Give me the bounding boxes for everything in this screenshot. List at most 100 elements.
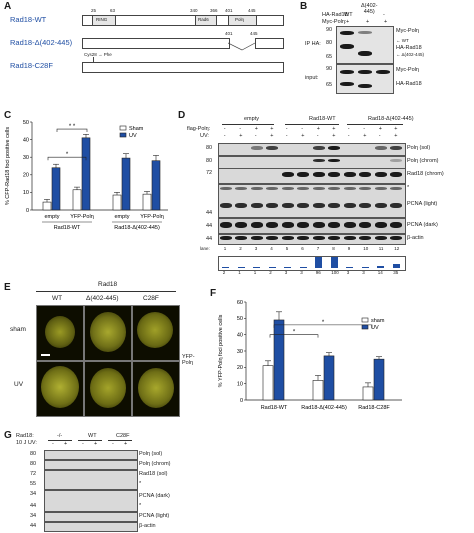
panel-d-label: D [178, 110, 186, 121]
c-ytick-label-5: 50 [23, 120, 29, 126]
d-lane-9: 10 [363, 246, 369, 251]
d-band-actin-0 [219, 236, 232, 240]
d-band-star-0 [219, 187, 232, 190]
d-flag-4: - [285, 126, 288, 132]
c-sig-1: * * [69, 124, 76, 130]
micrograph-c28f-sham [132, 305, 180, 361]
c28f-mutation: Cys28 → Phe [84, 52, 112, 57]
b-row-myc: Myc-Polη: [322, 19, 347, 25]
f-xtick-0: Rad18-WT [261, 405, 288, 411]
f-ytick-label-1: 10 [237, 381, 243, 387]
f-legend-label-1: UV [371, 325, 379, 331]
c-ytick-label-0: 0 [26, 208, 29, 214]
g-group-line-3 [108, 440, 132, 441]
d-band-actin: β-actin [407, 235, 424, 241]
b-arrow-wt: ← WT [396, 38, 409, 43]
d-band-actin-10 [374, 236, 387, 240]
d-band-rad18-10 [374, 172, 387, 177]
d-band-pcna-light-7 [328, 203, 341, 208]
d-lane-8: 9 [347, 246, 351, 251]
d-band-star-5 [297, 187, 310, 190]
construct-c28f-bar [82, 62, 284, 73]
d-quant-bar-6 [315, 257, 323, 268]
d-mk-44b: 44 [206, 223, 213, 229]
d-band-rad18-5 [297, 172, 310, 177]
d-flag-3: + [270, 126, 274, 132]
d-band-pcna-dark-5 [297, 222, 310, 228]
d-band-pol-chrom-11 [390, 159, 403, 162]
d-band-pcna-dark-6 [312, 222, 325, 228]
ring-label: RING [96, 16, 108, 22]
d-band-pcna-light-11 [390, 203, 403, 208]
b-mk-65a: 65 [326, 54, 333, 60]
d-uv-11: + [394, 133, 398, 139]
panel-b-label: B [300, 1, 308, 12]
f-bar-0-1 [312, 380, 324, 401]
g-group-wt: WT [88, 433, 97, 439]
g-uv-2: + [64, 441, 68, 447]
g-group-line-1 [48, 440, 72, 441]
c-xtick-0: empty [45, 214, 60, 220]
del-pos-445: 445 [250, 31, 258, 36]
d-quant-5: 3 [300, 270, 303, 275]
d-lane-3: 4 [270, 246, 273, 251]
g-mk-80a: 80 [30, 451, 37, 457]
b-blot-input [336, 64, 394, 94]
f-ytick-label-0: 0 [240, 398, 243, 404]
d-band-pcna-dark-11 [390, 222, 403, 228]
d-band-pcna-light-2 [250, 203, 263, 208]
d-band-rad18: Rad18 (chrom) [407, 171, 444, 177]
f-xtick-2: Rad18-C28F [358, 405, 390, 411]
d-band-pcna-dark-2 [250, 222, 263, 228]
d-band-star: * [407, 185, 410, 191]
c-bar-0-2 [112, 194, 122, 211]
g-uv-5: - [112, 441, 114, 447]
f-sig-1: * [322, 320, 325, 326]
d-uv-1: + [239, 133, 243, 139]
d-band-rad18-6 [312, 172, 325, 177]
d-band-pcna-light-6 [312, 203, 325, 208]
poleta-domain [228, 15, 257, 26]
c-ylabel: % CFP-Rad18 foci positive cells [5, 127, 11, 206]
d-band-pcna-dark-0 [219, 222, 232, 228]
c-ytick-label-4: 40 [23, 137, 29, 143]
d-band-actin-8 [343, 236, 356, 240]
f-ytick-label-5: 50 [237, 316, 243, 322]
f-sig-bracket-1 [273, 324, 373, 328]
d-uv-2: - [254, 133, 257, 139]
d-flag-2: + [254, 126, 258, 132]
d-group-line-1 [222, 124, 274, 125]
e-col-del: Δ(402-445) [86, 295, 119, 302]
d-mk-44a: 44 [206, 210, 213, 216]
d-quant-bar-7 [330, 257, 338, 268]
f-bar-1-0 [273, 319, 285, 401]
b-lane-none: - [383, 12, 385, 18]
f-ytick-label-6: 60 [237, 300, 243, 306]
d-flag-1: - [239, 126, 242, 132]
d-band-pcna-dark-3 [266, 222, 279, 228]
d-uv-3: + [270, 133, 274, 139]
b-blot-ip [336, 26, 394, 64]
b-lane-del: Δ(402- 445) [361, 3, 378, 15]
d-quant-2: 1 [253, 270, 257, 275]
b-myc-2: + [366, 19, 370, 25]
d-band-pcna-light: PCNA (light) [407, 201, 438, 207]
d-quant-7: 100 [331, 270, 339, 275]
g-blot-pcna-dark [44, 490, 138, 512]
g-band-pol-chrom: Polη (chrom) [139, 461, 171, 467]
panel-g-label: G [4, 430, 12, 441]
d-quant-1: 1 [238, 270, 241, 275]
g-blot-pcna-light [44, 512, 138, 522]
d-band-pcna-light-0 [219, 203, 232, 208]
d-band-star-9 [359, 187, 372, 190]
d-quant-bar-0 [222, 267, 230, 268]
g-uv-6: + [124, 441, 128, 447]
f-legend-swatch-0 [361, 317, 369, 323]
d-band-star-8 [343, 187, 356, 190]
d-band-rad18-4 [281, 172, 294, 177]
micrograph-wt-uv [36, 361, 84, 417]
g-band-actin: β-actin [139, 523, 156, 529]
g-group-line-2 [78, 440, 102, 441]
g-mk-34b: 34 [30, 513, 37, 519]
c-legend-swatch-1 [119, 132, 127, 138]
